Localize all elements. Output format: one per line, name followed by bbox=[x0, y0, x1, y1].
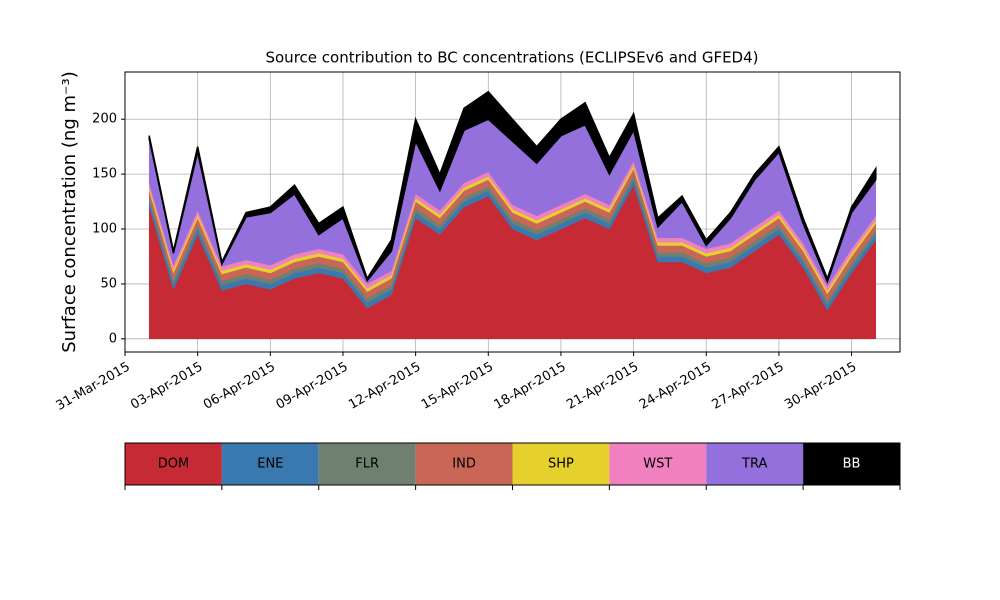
x-tick-label: 09-Apr-2015 bbox=[274, 360, 351, 413]
legend-label: DOM bbox=[158, 457, 189, 472]
x-tick-label: 24-Apr-2015 bbox=[637, 360, 714, 413]
legend-label: BB bbox=[843, 457, 861, 472]
y-tick-label: 0 bbox=[109, 331, 117, 346]
legend-swatch bbox=[512, 443, 610, 485]
y-tick-label: 150 bbox=[92, 167, 117, 182]
area bbox=[148, 90, 877, 284]
x-tick-label: 03-Apr-2015 bbox=[128, 360, 205, 413]
legend-label: WST bbox=[643, 457, 672, 472]
legend-label: SHP bbox=[548, 457, 574, 472]
x-tick-label: 31-Mar-2015 bbox=[54, 360, 133, 414]
x-tick-label: 06-Apr-2015 bbox=[201, 360, 278, 413]
legend-label: IND bbox=[452, 457, 476, 472]
y-tick-label: 100 bbox=[92, 222, 117, 237]
legend-swatch bbox=[221, 443, 319, 485]
legend-swatch bbox=[415, 443, 513, 485]
legend-swatch bbox=[125, 443, 222, 485]
x-tick-label: 30-Apr-2015 bbox=[782, 360, 859, 413]
x-tick-label: 18-Apr-2015 bbox=[492, 360, 569, 413]
plot-frame bbox=[124, 71, 901, 353]
chart-title: Source contribution to BC concentrations… bbox=[265, 49, 758, 67]
x-tick-label: 12-Apr-2015 bbox=[346, 360, 423, 413]
legend-swatch bbox=[803, 443, 900, 485]
x-tick-label: 21-Apr-2015 bbox=[564, 360, 641, 413]
legend-label: ENE bbox=[257, 457, 283, 472]
y-tick-label: 200 bbox=[92, 112, 117, 127]
legend-label: FLR bbox=[355, 457, 379, 472]
legend-swatch bbox=[318, 443, 416, 485]
legend-frame bbox=[124, 442, 901, 486]
legend-swatch bbox=[609, 443, 707, 485]
y-axis-label: Surface concentration (ng m⁻³) bbox=[59, 71, 80, 353]
x-tick-label: 27-Apr-2015 bbox=[710, 360, 787, 413]
legend-label: TRA bbox=[741, 457, 767, 472]
y-tick-label: 50 bbox=[100, 276, 117, 291]
legend-swatch bbox=[706, 443, 804, 485]
x-tick-label: 15-Apr-2015 bbox=[419, 360, 496, 413]
